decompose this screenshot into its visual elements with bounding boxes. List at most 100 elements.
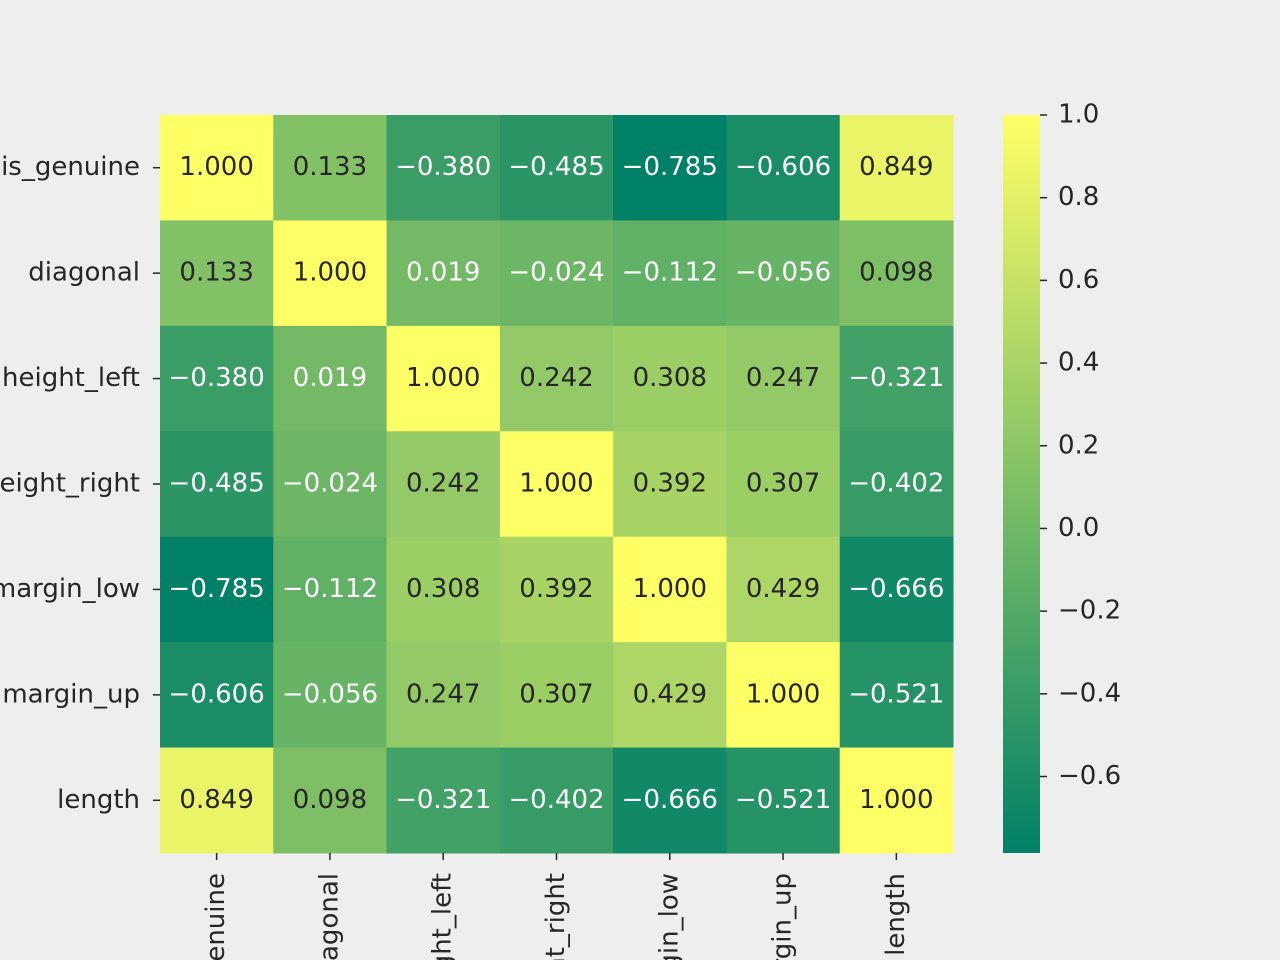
heatmap-cell xyxy=(726,747,841,854)
heatmap-cell xyxy=(160,536,274,643)
heatmap-cell xyxy=(726,536,841,643)
heatmap-cell xyxy=(160,642,274,749)
heatmap-cell xyxy=(273,536,388,643)
cell-label: 0.133 xyxy=(293,152,367,182)
cell-label: −0.666 xyxy=(848,574,944,604)
heatmap-cell xyxy=(160,747,274,854)
cell-label: 1.000 xyxy=(633,574,707,604)
heatmap-cell xyxy=(499,747,614,854)
heatmap-cell xyxy=(386,325,501,432)
heatmap-cell xyxy=(726,220,841,327)
heatmap-cell xyxy=(160,115,274,221)
heatmap-cell xyxy=(499,431,614,538)
colorbar-tick-label: 0.8 xyxy=(1058,182,1099,212)
colorbar-tick-label: 0.0 xyxy=(1058,513,1099,543)
cell-label: −0.606 xyxy=(735,152,831,182)
heatmap-cell xyxy=(499,325,614,432)
heatmap-cell xyxy=(273,642,388,749)
heatmap-cell xyxy=(613,431,727,538)
cell-label: −0.785 xyxy=(622,152,718,182)
colorbar xyxy=(1003,115,1040,853)
x-tick-label: margin_up xyxy=(768,873,798,960)
colorbar-tick-label: 1.0 xyxy=(1058,100,1099,130)
y-tick-label: margin_low xyxy=(0,574,140,604)
colorbar-tick-label: −0.4 xyxy=(1058,678,1121,708)
heatmap-cell xyxy=(613,115,727,221)
cell-label: 0.098 xyxy=(293,785,367,815)
cell-label: 1.000 xyxy=(293,258,367,288)
heatmap-cell xyxy=(160,431,274,538)
cell-label: 0.308 xyxy=(406,574,480,604)
cell-label: −0.321 xyxy=(848,363,944,393)
x-tick-label: height_left xyxy=(428,873,458,960)
cell-label: −0.380 xyxy=(395,152,491,182)
cell-label: 0.098 xyxy=(859,258,933,288)
heatmap-cell xyxy=(613,536,727,643)
heatmap-cell xyxy=(273,220,388,327)
heatmap-cell xyxy=(160,325,274,432)
cell-label: −0.485 xyxy=(508,152,604,182)
heatmap-cell xyxy=(726,642,841,749)
colorbar-tick-label: 0.4 xyxy=(1058,348,1099,378)
heatmap-cell xyxy=(839,220,954,327)
heatmap-cell xyxy=(839,536,954,643)
heatmap-cell xyxy=(273,747,388,854)
heatmap-cell xyxy=(273,325,388,432)
colorbar-tick-label: −0.6 xyxy=(1058,761,1121,791)
y-tick-label: height_right xyxy=(0,469,140,499)
cell-label: 0.849 xyxy=(859,152,933,182)
cell-label: −0.402 xyxy=(508,785,604,815)
cell-label: −0.521 xyxy=(848,679,944,709)
heatmap-cell xyxy=(273,431,388,538)
cell-label: 0.308 xyxy=(633,363,707,393)
y-tick-label: height_left xyxy=(2,363,140,393)
x-tick-label: height_right xyxy=(541,873,571,960)
cell-label: −0.321 xyxy=(395,785,491,815)
heatmap-cell xyxy=(499,115,614,221)
cell-label: 0.133 xyxy=(179,258,253,288)
cell-label: −0.056 xyxy=(735,258,831,288)
heatmap-cell xyxy=(499,642,614,749)
cell-label: −0.024 xyxy=(282,469,378,499)
cell-label: 1.000 xyxy=(519,469,593,499)
cell-label: 0.392 xyxy=(519,574,593,604)
cell-label: 1.000 xyxy=(179,152,253,182)
heatmap-cell xyxy=(499,536,614,643)
cell-label: −0.785 xyxy=(169,574,265,604)
cell-label: 0.429 xyxy=(633,679,707,709)
cell-label: −0.112 xyxy=(282,574,378,604)
heatmap-cell xyxy=(839,431,954,538)
cell-label: 0.392 xyxy=(633,469,707,499)
heatmap-cell xyxy=(613,642,727,749)
y-tick-label: margin_up xyxy=(2,679,140,709)
heatmap-cell xyxy=(273,115,388,221)
heatmap-cell xyxy=(726,325,841,432)
heatmap-cell xyxy=(726,115,841,221)
heatmap-cell xyxy=(839,747,954,854)
heatmap-cell xyxy=(386,642,501,749)
cell-label: −0.380 xyxy=(169,363,265,393)
cell-label: 0.307 xyxy=(746,469,820,499)
heatmap-cell xyxy=(386,536,501,643)
colorbar-tick-label: 0.6 xyxy=(1058,265,1099,295)
colorbar-tick-label: −0.2 xyxy=(1058,596,1121,626)
heatmap-cell xyxy=(160,220,274,327)
heatmap-cell xyxy=(386,431,501,538)
heatmap-cell xyxy=(613,747,727,854)
cell-label: −0.606 xyxy=(169,679,265,709)
cell-label: 0.242 xyxy=(406,469,480,499)
cell-label: 1.000 xyxy=(859,785,933,815)
heatmap-cell xyxy=(613,220,727,327)
heatmap-cell xyxy=(726,431,841,538)
cell-label: 1.000 xyxy=(406,363,480,393)
cell-label: −0.112 xyxy=(622,258,718,288)
heatmap-cell xyxy=(613,325,727,432)
y-tick-label: is_genuine xyxy=(1,152,140,182)
cell-label: 0.242 xyxy=(519,363,593,393)
cell-label: 1.000 xyxy=(746,679,820,709)
cell-label: 0.307 xyxy=(519,679,593,709)
cell-label: −0.666 xyxy=(622,785,718,815)
cell-label: 0.429 xyxy=(746,574,820,604)
heatmap-cell xyxy=(839,115,954,221)
